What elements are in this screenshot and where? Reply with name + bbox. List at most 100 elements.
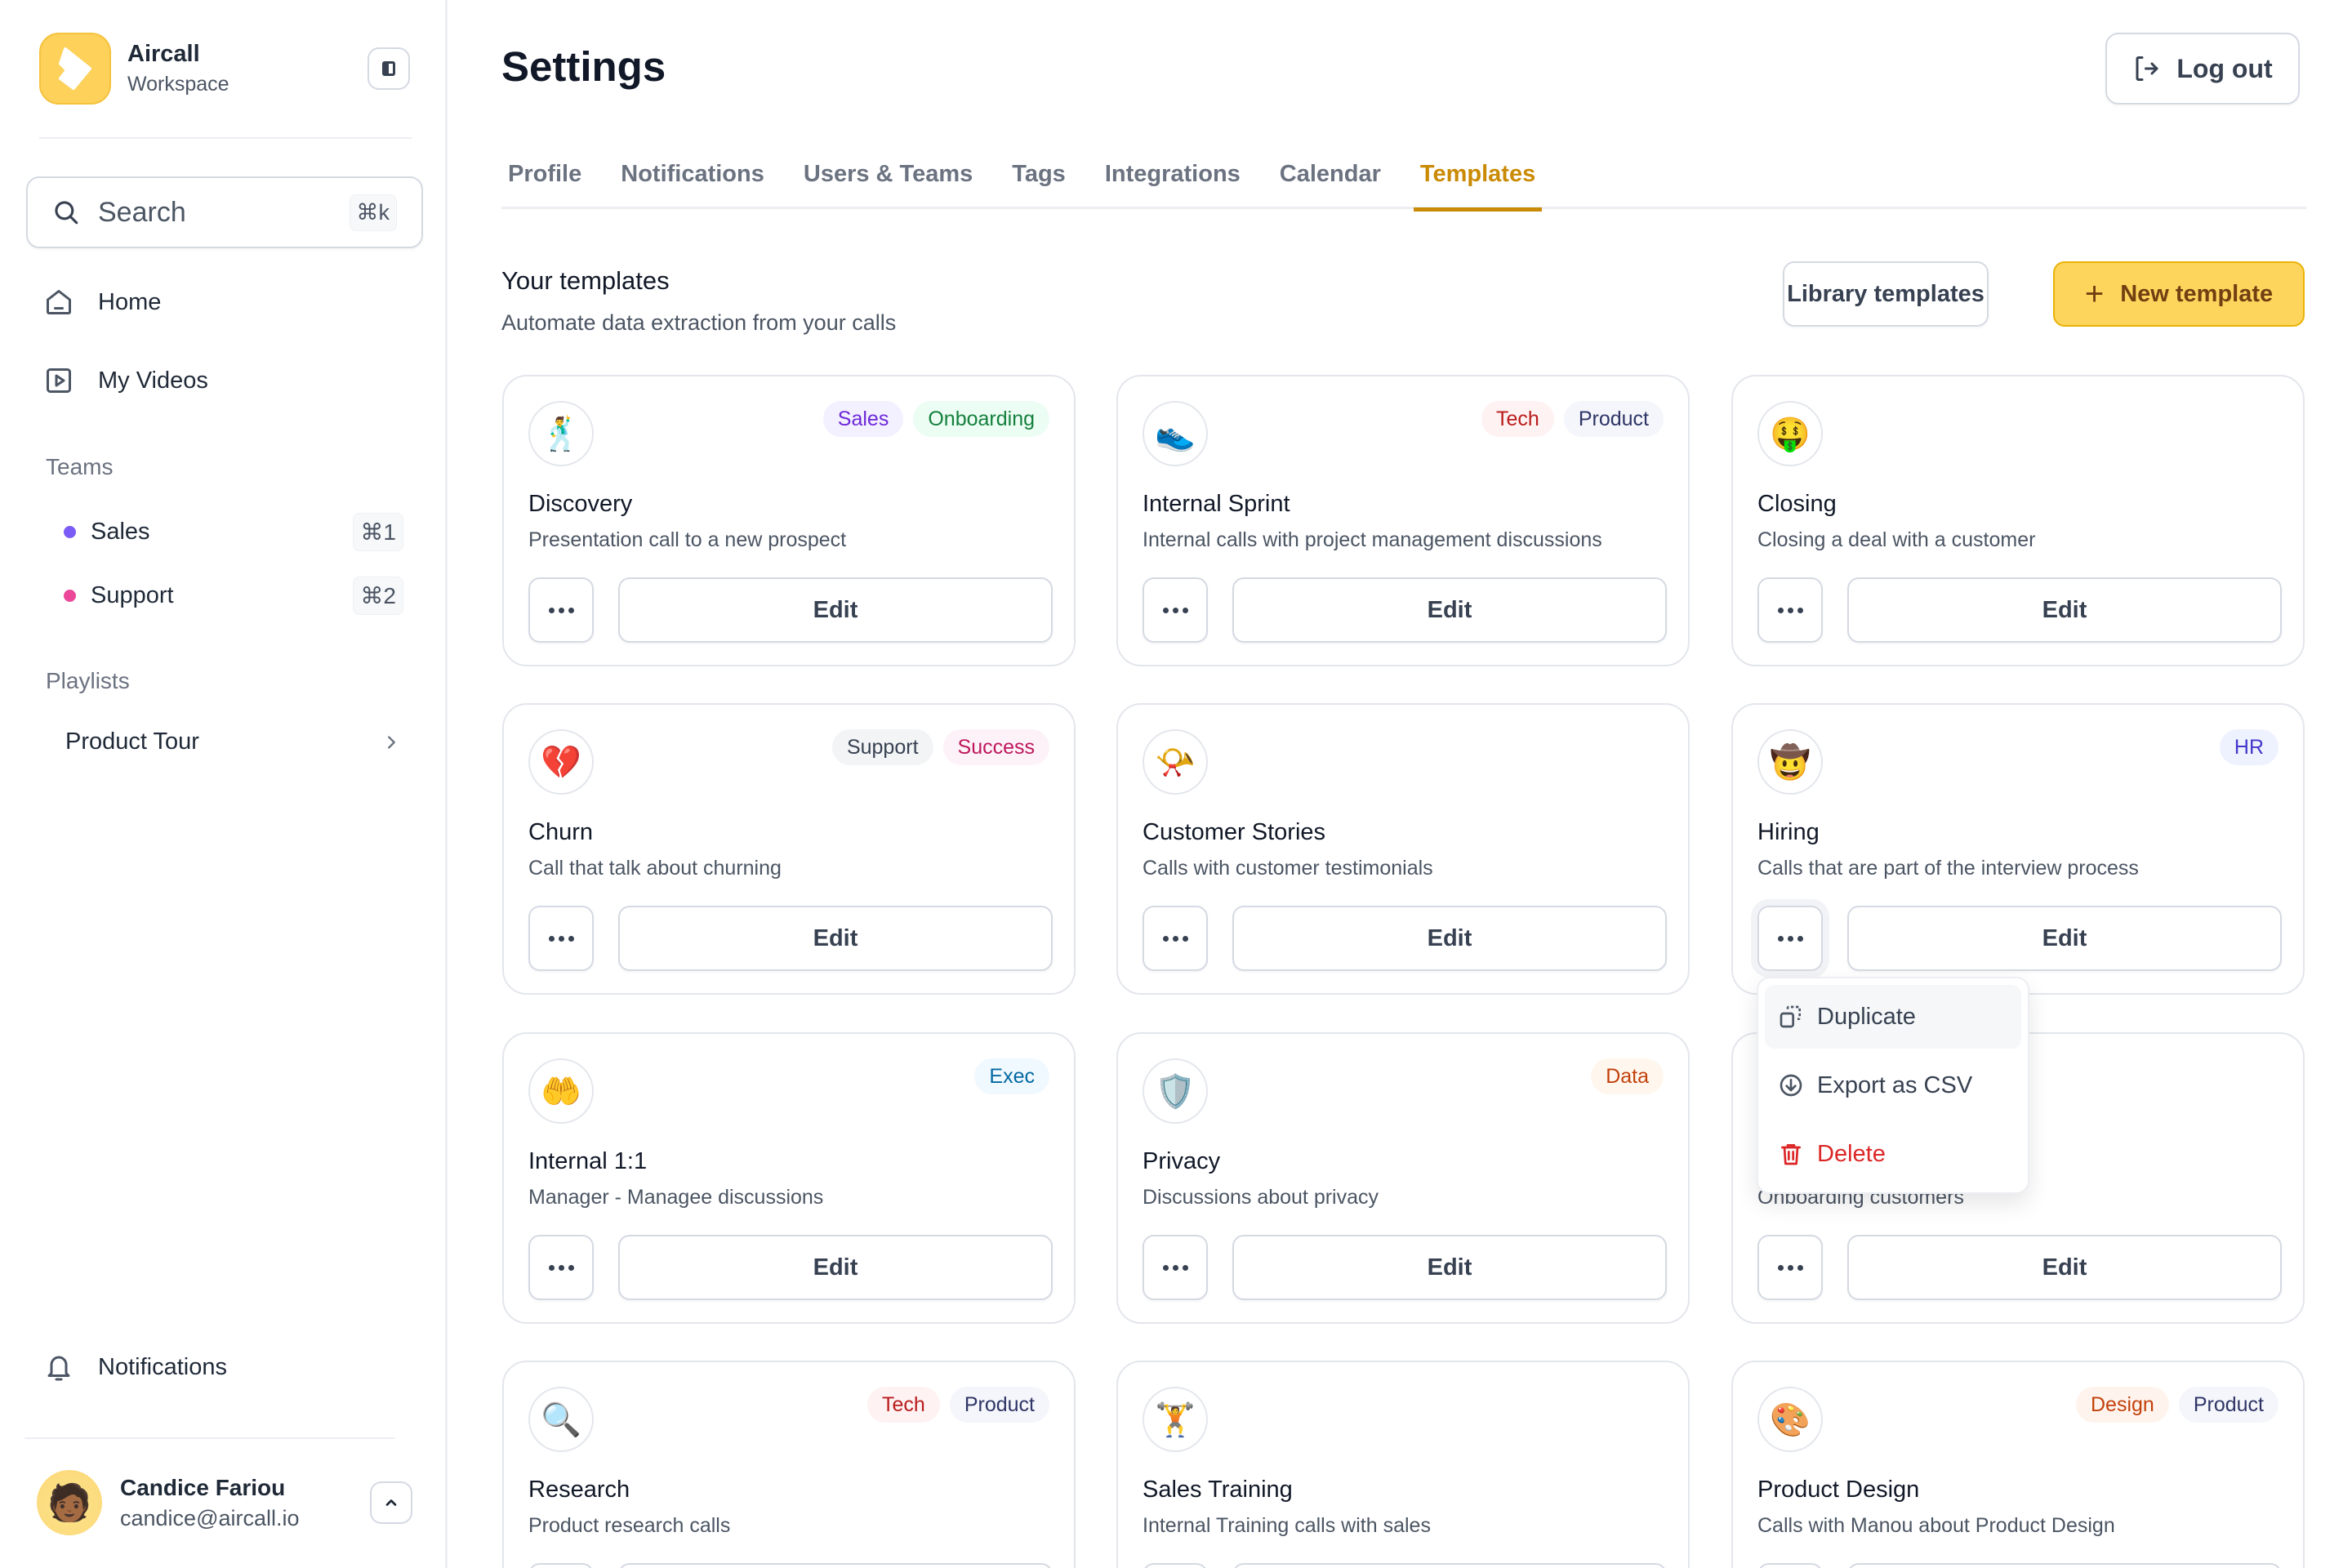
sidebar-item-notifications[interactable]: Notifications bbox=[44, 1352, 227, 1382]
user-email: candice@aircall.io bbox=[120, 1505, 300, 1530]
template-card: 🔍 Tech Product Research Product research cal… bbox=[502, 1361, 1076, 1568]
user-menu-toggle[interactable] bbox=[370, 1481, 412, 1524]
menu-item-duplicate[interactable]: Duplicate bbox=[1765, 985, 2021, 1049]
sidebar-toggle-icon bbox=[382, 61, 395, 76]
template-description: Calls that are part of the interview pro… bbox=[1757, 857, 2139, 880]
tab-profile[interactable]: Profile bbox=[508, 161, 582, 187]
template-title: Discovery bbox=[528, 491, 633, 517]
trash-icon bbox=[1781, 1144, 1801, 1165]
bell-icon bbox=[44, 1352, 74, 1382]
template-description: Discussions about privacy bbox=[1143, 1186, 1379, 1209]
aircall-logo-icon bbox=[39, 33, 111, 105]
template-card: 🕺 Sales Onboarding Discovery Presentation ca… bbox=[502, 375, 1076, 666]
edit-template-button[interactable]: Edit bbox=[618, 577, 1053, 643]
more-options-button[interactable] bbox=[1757, 577, 1823, 643]
edit-template-button[interactable]: Edit bbox=[1232, 577, 1667, 643]
template-emoji-icon: 🔍 bbox=[528, 1387, 594, 1452]
tag-list: HR bbox=[2219, 729, 2278, 765]
tag-badge: Onboarding bbox=[913, 401, 1049, 437]
team-color-dot bbox=[64, 526, 76, 538]
more-options-button[interactable] bbox=[1143, 1563, 1208, 1568]
template-card: 🛡️ Data Privacy Discussions about privacy Ed… bbox=[1116, 1032, 1690, 1324]
ellipsis-icon bbox=[1162, 607, 1188, 613]
sidebar-item-team-support[interactable]: Support ⌘2 bbox=[64, 577, 403, 615]
edit-template-button[interactable]: Edit bbox=[1847, 1563, 2282, 1568]
ellipsis-icon bbox=[1162, 1264, 1188, 1271]
search-shortcut: ⌘k bbox=[349, 194, 397, 231]
more-options-button[interactable] bbox=[528, 1235, 594, 1300]
plus-icon: + bbox=[2084, 276, 2105, 312]
more-options-button[interactable] bbox=[1757, 1235, 1823, 1300]
tab-users-teams[interactable]: Users & Teams bbox=[803, 161, 973, 187]
tag-badge: Tech bbox=[1481, 401, 1554, 437]
sidebar-item-team-sales[interactable]: Sales ⌘1 bbox=[64, 513, 403, 551]
new-template-button[interactable]: + New template bbox=[2053, 261, 2305, 327]
edit-template-button[interactable]: Edit bbox=[618, 906, 1053, 971]
search-input[interactable]: Search ⌘k bbox=[26, 176, 423, 248]
tag-badge: HR bbox=[2219, 729, 2278, 765]
logout-label: Log out bbox=[2176, 53, 2273, 83]
team-shortcut: ⌘2 bbox=[353, 577, 403, 615]
team-label: Sales bbox=[91, 519, 150, 545]
template-card: 🤠 HR Hiring Calls that are part of the inte… bbox=[1731, 703, 2305, 995]
template-card: 🎨 Design Product Product Design Calls with M… bbox=[1731, 1361, 2305, 1568]
tag-badge: Product bbox=[949, 1387, 1049, 1423]
edit-template-button[interactable]: Edit bbox=[618, 1563, 1053, 1568]
sidebar-item-label: My Videos bbox=[98, 367, 208, 394]
template-title: Closing bbox=[1757, 491, 1837, 517]
more-options-button[interactable] bbox=[528, 577, 594, 643]
edit-template-button[interactable]: Edit bbox=[1847, 906, 2282, 971]
more-options-button[interactable] bbox=[1757, 906, 1823, 971]
more-options-button[interactable] bbox=[528, 906, 594, 971]
chevron-right-icon bbox=[388, 735, 395, 749]
section-subtitle: Automate data extraction from your calls bbox=[501, 310, 897, 335]
edit-template-button[interactable]: Edit bbox=[1232, 1235, 1667, 1300]
edit-template-button[interactable]: Edit bbox=[1847, 1235, 2282, 1300]
tab-calendar[interactable]: Calendar bbox=[1279, 161, 1381, 187]
tab-templates[interactable]: Templates bbox=[1413, 155, 1543, 212]
collapse-sidebar-button[interactable] bbox=[368, 47, 410, 90]
ellipsis-icon bbox=[1162, 935, 1188, 942]
ellipsis-icon bbox=[1777, 935, 1803, 942]
edit-template-button[interactable]: Edit bbox=[618, 1235, 1053, 1300]
ellipsis-icon bbox=[1777, 607, 1803, 613]
new-template-label: New template bbox=[2120, 280, 2274, 307]
logout-button[interactable]: Log out bbox=[2105, 33, 2300, 105]
user-profile[interactable]: 🧑🏾 Candice Fariou candice@aircall.io bbox=[37, 1470, 412, 1535]
tag-list: Data bbox=[1591, 1058, 1664, 1094]
menu-item-label: Export as CSV bbox=[1817, 1071, 1973, 1098]
template-emoji-icon: 🤑 bbox=[1757, 401, 1823, 466]
menu-item-delete[interactable]: Delete bbox=[1765, 1122, 2021, 1186]
tag-badge: Sales bbox=[822, 401, 904, 437]
template-title: Customer Stories bbox=[1143, 819, 1326, 845]
template-title: Internal 1:1 bbox=[528, 1148, 648, 1174]
sidebar-item-playlist[interactable]: Product Tour bbox=[65, 728, 400, 755]
menu-item-export-csv[interactable]: Export as CSV bbox=[1765, 1054, 2021, 1117]
edit-template-button[interactable]: Edit bbox=[1847, 577, 2282, 643]
duplicate-icon bbox=[1780, 1005, 1801, 1028]
tab-notifications[interactable]: Notifications bbox=[621, 161, 764, 187]
avatar: 🧑🏾 bbox=[37, 1470, 102, 1535]
workspace-switcher[interactable]: Aircall Workspace bbox=[39, 33, 229, 105]
more-options-button[interactable] bbox=[1143, 906, 1208, 971]
library-templates-button[interactable]: Library templates bbox=[1783, 261, 1989, 327]
ellipsis-icon bbox=[548, 1264, 574, 1271]
template-card: 🏋️ Sales Training Internal Training calls … bbox=[1116, 1361, 1690, 1568]
tag-badge: Exec bbox=[974, 1058, 1049, 1094]
template-emoji-icon: 🤠 bbox=[1757, 729, 1823, 795]
more-options-button[interactable] bbox=[528, 1563, 594, 1568]
sidebar-item-my-videos[interactable]: My Videos bbox=[44, 366, 208, 395]
more-options-button[interactable] bbox=[1757, 1563, 1823, 1568]
video-icon bbox=[44, 366, 74, 395]
team-shortcut: ⌘1 bbox=[353, 513, 403, 551]
more-options-button[interactable] bbox=[1143, 1235, 1208, 1300]
tag-badge: Product bbox=[2178, 1387, 2278, 1423]
settings-tabs: Profile Notifications Users & Teams Tags… bbox=[501, 155, 2306, 212]
edit-template-button[interactable]: Edit bbox=[1232, 1563, 1667, 1568]
sidebar-item-home[interactable]: Home bbox=[44, 287, 161, 317]
edit-template-button[interactable]: Edit bbox=[1232, 906, 1667, 971]
tab-integrations[interactable]: Integrations bbox=[1104, 161, 1241, 187]
tab-tags[interactable]: Tags bbox=[1012, 161, 1066, 187]
more-options-button[interactable] bbox=[1143, 577, 1208, 643]
tag-badge: Data bbox=[1591, 1058, 1664, 1094]
